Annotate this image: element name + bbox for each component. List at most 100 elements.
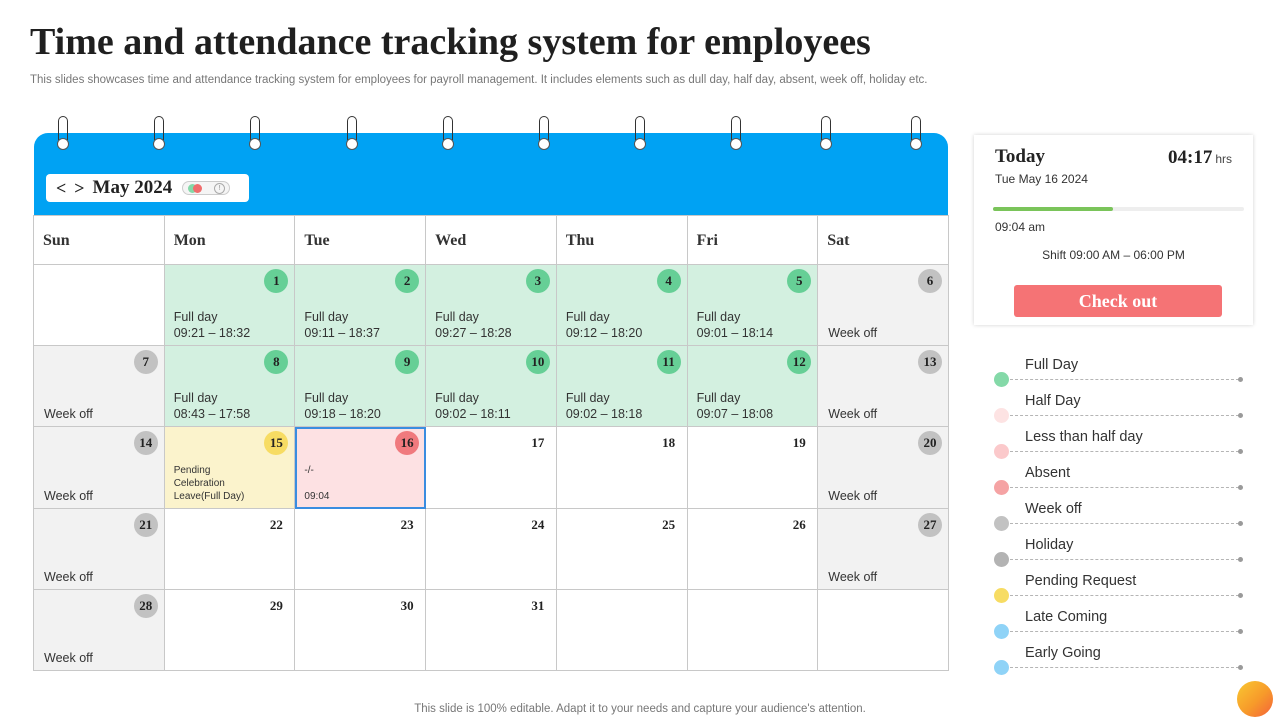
calendar-day-30[interactable]: 30 bbox=[295, 589, 427, 671]
day-number: 16 bbox=[395, 431, 420, 456]
legend-item: Early Going bbox=[993, 641, 1243, 677]
attendance-times: 09:01 – 18:14 bbox=[696, 326, 774, 340]
legend-divider bbox=[1010, 523, 1239, 524]
page-subtitle: This slides showcases time and attendanc… bbox=[30, 74, 928, 86]
day-number: 3 bbox=[525, 269, 550, 293]
day-number: 30 bbox=[400, 597, 414, 613]
legend-line-end bbox=[1238, 665, 1243, 670]
day-number: 14 bbox=[133, 431, 158, 456]
legend-divider bbox=[1010, 559, 1239, 560]
calendar-day-25[interactable]: 25 bbox=[556, 508, 688, 590]
legend-item: Late Coming bbox=[993, 605, 1243, 641]
day-number: 6 bbox=[917, 269, 942, 293]
attendance-times: 09:02 – 18:11 bbox=[435, 407, 511, 422]
calendar-day-3[interactable]: 3 Full day 09:27 – 18:28 bbox=[426, 265, 557, 347]
legend-item: Holiday bbox=[993, 533, 1243, 569]
view-toggle[interactable]: ! bbox=[182, 181, 231, 195]
calendar-day-15[interactable]: 15 Pending Celebration Leave(Full Day) bbox=[164, 427, 296, 509]
calendar-day-6[interactable]: 6 Week off bbox=[818, 265, 949, 347]
day-number: 17 bbox=[531, 435, 545, 451]
binder-ring bbox=[634, 116, 646, 152]
legend-line-end bbox=[1238, 521, 1243, 526]
calendar-day-19[interactable]: 19 bbox=[687, 427, 819, 509]
legend-item: Full Day bbox=[993, 353, 1243, 389]
calendar-day-10[interactable]: 10 Full day 09:02 – 18:11 bbox=[426, 346, 557, 428]
attendance-times: 09:18 – 18:20 bbox=[304, 407, 381, 422]
calendar-day-22[interactable]: 22 bbox=[164, 508, 296, 590]
today-date: Tue May 16 2024 bbox=[995, 172, 1088, 186]
calendar-day-14[interactable]: 14 Week off bbox=[34, 427, 165, 509]
legend-line-end bbox=[1238, 629, 1243, 634]
calendar-day-7[interactable]: 7 Week off bbox=[34, 346, 165, 428]
legend-swatch bbox=[994, 660, 1009, 675]
calendar-day-31[interactable]: 31 bbox=[426, 589, 557, 671]
legend-divider bbox=[1010, 667, 1239, 668]
day-of-week-header: Sun bbox=[34, 216, 165, 265]
next-month-button[interactable]: > bbox=[74, 177, 85, 198]
legend-item: Pending Request bbox=[993, 569, 1243, 605]
calendar-day-2[interactable]: 2 Full day 09:11 – 18:37 bbox=[295, 265, 427, 347]
prev-month-button[interactable]: < bbox=[56, 177, 67, 198]
legend-swatch bbox=[994, 480, 1009, 495]
pending-request-line: Leave(Full Day) bbox=[173, 491, 245, 503]
legend-line-end bbox=[1238, 557, 1243, 562]
attendance-status: Full day bbox=[565, 310, 610, 324]
day-number: 20 bbox=[917, 431, 942, 456]
calendar-empty-cell bbox=[818, 589, 949, 671]
binder-ring bbox=[730, 116, 742, 152]
calendar-day-24[interactable]: 24 bbox=[426, 508, 557, 590]
attendance-times: 08:43 – 17:58 bbox=[173, 407, 251, 422]
worked-hours: 04:17 hrs bbox=[1168, 147, 1232, 169]
legend-swatch bbox=[994, 408, 1009, 423]
binder-ring bbox=[153, 116, 165, 152]
calendar-day-21[interactable]: 21 Week off bbox=[34, 508, 165, 590]
day-number: 18 bbox=[662, 435, 676, 451]
legend-swatch bbox=[994, 624, 1009, 639]
month-label: May 2024 bbox=[92, 177, 173, 198]
calendar-day-8[interactable]: 8 Full day 08:43 – 17:58 bbox=[164, 346, 296, 428]
calendar-day-17[interactable]: 17 bbox=[426, 427, 557, 509]
day-number: 4 bbox=[656, 269, 681, 293]
calendar-day-5[interactable]: 5 Full day 09:01 – 18:14 bbox=[687, 265, 819, 347]
calendar-day-20[interactable]: 20 Week off bbox=[818, 427, 949, 509]
calendar-day-11[interactable]: 11 Full day 09:02 – 18:18 bbox=[556, 346, 688, 428]
calendar-day-26[interactable]: 26 bbox=[687, 508, 819, 590]
attendance-status: Week off bbox=[828, 569, 878, 584]
day-number: 7 bbox=[133, 350, 158, 375]
calendar-day-4[interactable]: 4 Full day 09:12 – 18:20 bbox=[556, 265, 688, 347]
day-number: 25 bbox=[662, 516, 676, 532]
attendance-status: Full day bbox=[696, 391, 741, 406]
calendar-day-13[interactable]: 13 Week off bbox=[818, 346, 949, 428]
calendar-day-23[interactable]: 23 bbox=[295, 508, 427, 590]
calendar-day-29[interactable]: 29 bbox=[164, 589, 296, 671]
binder-ring bbox=[57, 116, 69, 152]
calendar-day-18[interactable]: 18 bbox=[556, 427, 688, 509]
shift-progress-fill bbox=[993, 207, 1114, 211]
corner-decoration bbox=[1237, 681, 1273, 717]
day-number: 24 bbox=[531, 516, 545, 532]
legend-label: Week off bbox=[1025, 501, 1082, 517]
legend-item: Absent bbox=[993, 461, 1243, 497]
calendar-day-1[interactable]: 1 Full day 09:21 – 18:32 bbox=[164, 265, 296, 347]
day-number: 1 bbox=[264, 269, 289, 293]
pending-request-line: Celebration bbox=[173, 478, 225, 490]
today-card: Today 04:17 hrs Tue May 16 2024 09:04 am … bbox=[974, 135, 1253, 325]
day-number: 12 bbox=[787, 350, 812, 375]
today-checkin-time: 09:04 bbox=[304, 490, 330, 502]
calendar-day-28[interactable]: 28 Week off bbox=[34, 589, 165, 671]
calendar-day-9[interactable]: 9 Full day 09:18 – 18:20 bbox=[295, 346, 427, 428]
day-number: 31 bbox=[531, 597, 545, 613]
legend-label: Early Going bbox=[1025, 645, 1101, 661]
calendar-day-12[interactable]: 12 Full day 09:07 – 18:08 bbox=[687, 346, 819, 428]
legend-label: Less than half day bbox=[1025, 429, 1143, 445]
calendar-day-27[interactable]: 27 Week off bbox=[818, 508, 949, 590]
calendar-day-16[interactable]: 16 -/- 09:04 bbox=[295, 427, 427, 509]
attendance-status: Week off bbox=[44, 488, 93, 503]
check-out-button[interactable]: Check out bbox=[1014, 285, 1222, 317]
status-legend: Full Day Half Day Less than half day Absent… bbox=[993, 353, 1243, 677]
day-of-week-header: Thu bbox=[556, 216, 688, 265]
legend-label: Full Day bbox=[1025, 357, 1079, 373]
shift-hours: Shift 09:00 AM – 06:00 PM bbox=[1042, 248, 1185, 262]
attendance-status: Week off bbox=[44, 407, 93, 422]
day-of-week-header: Tue bbox=[295, 216, 427, 265]
